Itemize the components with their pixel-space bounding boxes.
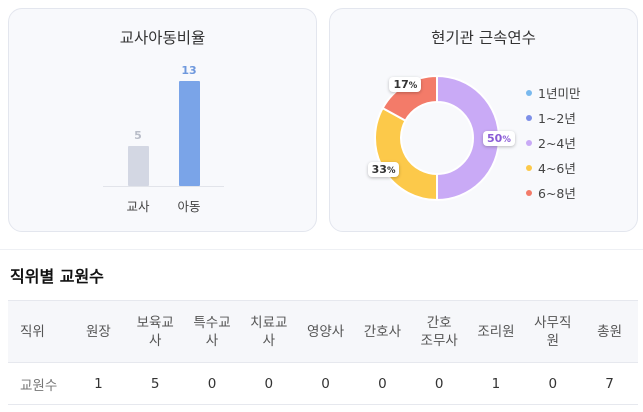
- donut-percent-label: 17%: [389, 77, 422, 93]
- legend-item: 4~6년: [526, 155, 580, 180]
- legend-dot: [526, 189, 532, 196]
- table-header-cell: 간호사: [353, 300, 411, 363]
- tenure-donut-chart: [374, 74, 500, 202]
- legend-label: 6~8년: [538, 186, 576, 201]
- table-cell: 0: [297, 362, 354, 405]
- legend-item: 1~2년: [526, 105, 580, 130]
- table-header-cell: 총원: [581, 300, 638, 363]
- legend-label: 4~6년: [538, 161, 576, 176]
- bar-category-label: 교사: [126, 199, 150, 214]
- legend-dot: [526, 164, 532, 171]
- table-cell: 1: [70, 362, 127, 405]
- table-header-cell: 영양사: [297, 300, 354, 363]
- table-header-cell: 원장: [70, 300, 127, 363]
- row-label: 교원수: [8, 362, 70, 405]
- staff-table-header: 직위 원장 보육교 사 특수교 사 치료교 사 영양사 간호사 간호 조무사 조리원 사무직 원 총원: [8, 300, 638, 363]
- table-header-cell: 사무직 원: [524, 300, 582, 363]
- table-header-cell: 특수교 사: [183, 300, 241, 363]
- table-cell: 0: [410, 362, 468, 405]
- donut-percent-label: 50%: [483, 130, 515, 146]
- table-header-cell: 조리원: [467, 300, 525, 363]
- table-row: 교원수 1 5 0 0 0 0 0 1 0 7: [8, 362, 638, 405]
- ratio-card-title: 교사아동비율: [119, 29, 206, 47]
- legend-item: 1년미만: [526, 80, 580, 105]
- table-cell: 0: [240, 362, 298, 405]
- legend-dot: [526, 139, 532, 146]
- donut-slice-6~8년: [381, 74, 438, 123]
- table-header-cell: 보육교 사: [126, 300, 184, 363]
- legend-dot: [526, 114, 532, 121]
- legend-dot: [526, 89, 532, 96]
- tenure-legend: 1년미만 1~2년 2~4년 4~6년 6~8년: [526, 80, 580, 205]
- tenure-card: 현기관 근속연수 50% 33% 17% 1년미만 1~2년 2~4년 4~6년 6~8년: [329, 8, 638, 232]
- table-cell: 7: [581, 362, 638, 405]
- legend-label: 1년미만: [538, 86, 581, 101]
- legend-item: 6~8년: [526, 180, 580, 205]
- bar-교사: [127, 145, 149, 186]
- donut-slice-4~6년: [374, 106, 438, 202]
- table-header-cell: 간호 조무사: [410, 300, 468, 363]
- bar-아동: [178, 81, 200, 186]
- bar-category-label: 아동: [177, 199, 201, 214]
- donut-slice-2~4년: [436, 74, 500, 202]
- bar-value-label: 13: [181, 64, 197, 77]
- teacher-child-ratio-card: 교사아동비율 5 교사 13 아동: [8, 8, 317, 232]
- bar-value-label: 5: [134, 128, 142, 142]
- staff-section-title: 직위별 교원수: [10, 267, 104, 286]
- donut-percent-label: 33%: [367, 162, 400, 178]
- table-cell: 0: [183, 362, 241, 405]
- legend-item: 2~4년: [526, 130, 580, 155]
- legend-label: 1~2년: [538, 111, 576, 126]
- table-header-cell: 치료교 사: [240, 300, 298, 363]
- table-cell: 5: [126, 362, 184, 405]
- staff-table: 직위 원장 보육교 사 특수교 사 치료교 사 영양사 간호사 간호 조무사 조리원 사무직 원 총원 교원수…: [8, 300, 638, 405]
- legend-label: 2~4년: [538, 136, 576, 151]
- bar-baseline: [103, 186, 224, 187]
- table-cell: 0: [524, 362, 582, 405]
- table-cell: 0: [353, 362, 411, 405]
- table-header-cell: 직위: [8, 300, 70, 363]
- tenure-card-title: 현기관 근속연수: [431, 29, 536, 47]
- section-divider: [0, 249, 643, 250]
- table-cell: 1: [467, 362, 525, 405]
